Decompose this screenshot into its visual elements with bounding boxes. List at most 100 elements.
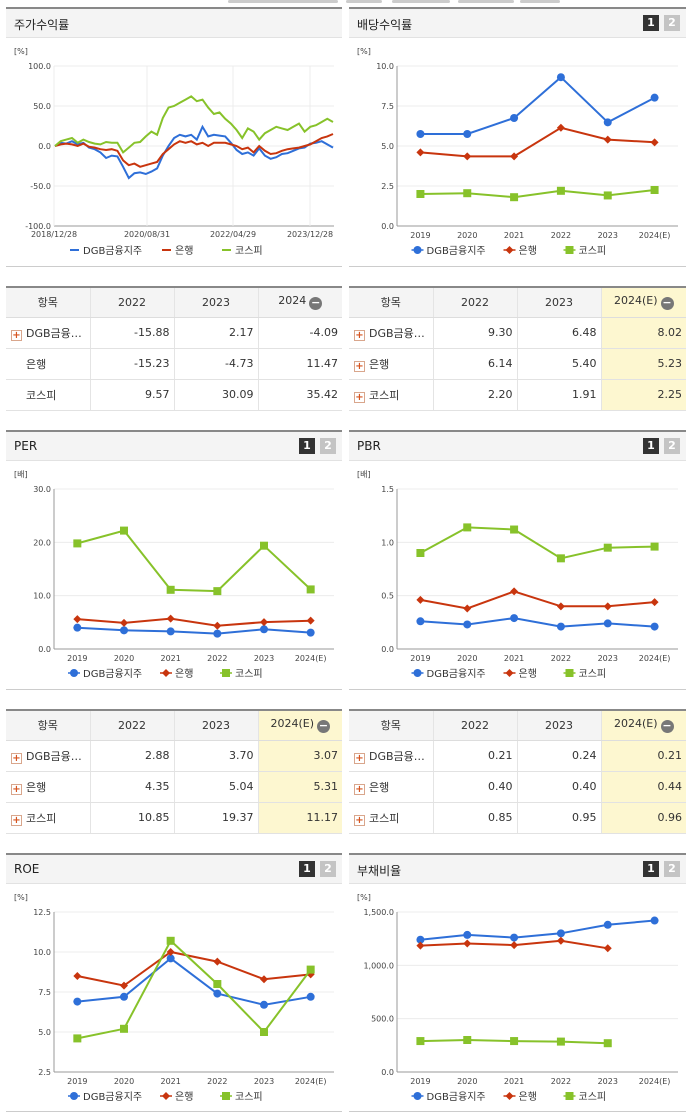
header-cell: 2024(E) − <box>257 710 342 741</box>
data-point-kospi <box>260 1028 268 1036</box>
data-point-dgb <box>556 73 565 82</box>
dividend-yield-table: 항목 2022 2023 2024(E) − + DGB금융… 9.30 6.48 8.02 + 은행… <box>349 286 686 411</box>
collapse-icon[interactable]: − <box>317 719 331 734</box>
tab-1[interactable]: 1 <box>299 861 315 877</box>
y-tick-label: 12.5 <box>33 908 51 917</box>
table-row: + 코스피 0.85 0.95 0.96 <box>349 802 686 834</box>
legend-label-bank[interactable]: 은행 <box>519 245 537 257</box>
legend-label-dgb[interactable]: DGB금융지주 <box>83 668 142 680</box>
legend-label-kospi[interactable]: 코스피 <box>579 1091 607 1103</box>
legend-swatch-bank <box>162 669 170 677</box>
data-point-kospi <box>213 980 222 988</box>
series-line-kospi <box>420 189 655 199</box>
legend-label-bank[interactable]: 은행 <box>519 1091 537 1103</box>
data-point-kospi <box>556 1037 565 1046</box>
data-point-bank <box>650 598 659 607</box>
tab-2[interactable]: 2 <box>664 861 680 877</box>
legend-label-bank[interactable]: 은행 <box>519 668 537 680</box>
table-row: + 코스피 10.85 19.37 11.17 <box>6 802 342 834</box>
legend-label-bank[interactable]: 은행 <box>175 245 193 257</box>
y-tick-label: 7.5 <box>38 988 51 997</box>
x-tick-label: 2021 <box>504 1077 524 1086</box>
x-tick-label: 2020 <box>457 1077 477 1086</box>
expand-icon[interactable]: + <box>354 360 365 372</box>
tab-1[interactable]: 1 <box>643 861 659 877</box>
series-line-bank <box>420 590 655 610</box>
legend-label-bank[interactable]: 은행 <box>175 1091 193 1103</box>
legend-label-kospi[interactable]: 코스피 <box>579 668 607 680</box>
expand-icon[interactable]: + <box>354 783 365 795</box>
value-cell: -4.73 <box>173 348 258 380</box>
data-point-dgb <box>73 623 82 632</box>
y-tick-label: 2.5 <box>38 1068 51 1077</box>
expand-icon[interactable]: + <box>354 814 365 826</box>
legend-label-dgb[interactable]: DGB금융지주 <box>83 245 142 257</box>
y-tick-label: 0.5 <box>381 592 394 601</box>
data-point-dgb <box>603 118 612 127</box>
value-cell: 5.23 <box>600 348 686 380</box>
tab-2[interactable]: 2 <box>664 15 680 31</box>
value-cell: 0.21 <box>432 740 517 772</box>
data-point-bank <box>556 602 565 611</box>
data-point-dgb <box>510 933 519 942</box>
tab-2[interactable]: 2 <box>320 861 336 877</box>
tab-1[interactable]: 1 <box>643 15 659 31</box>
legend-label-kospi[interactable]: 코스피 <box>235 245 263 257</box>
expand-icon[interactable]: + <box>11 783 22 795</box>
value-cell: 9.30 <box>432 317 517 349</box>
data-point-dgb <box>166 627 175 636</box>
collapse-icon[interactable]: − <box>660 719 674 734</box>
data-point-kospi <box>306 965 315 974</box>
row-name: 은행 <box>369 357 390 371</box>
tab-2[interactable]: 2 <box>320 438 336 454</box>
y-tick-label: 0.0 <box>38 142 51 151</box>
collapse-icon[interactable]: − <box>309 296 323 311</box>
x-tick-label: 2021 <box>160 1077 180 1086</box>
expand-icon[interactable]: + <box>354 391 365 403</box>
legend-label-kospi[interactable]: 코스피 <box>235 668 263 680</box>
legend-label-dgb[interactable]: DGB금융지주 <box>427 668 486 680</box>
series-line-dgb <box>420 617 655 628</box>
tab-1[interactable]: 1 <box>643 438 659 454</box>
table-row: + DGB금융… -15.88 2.17 -4.09 <box>6 317 342 349</box>
header-label: 2022 <box>461 295 489 309</box>
header-label: 2023 <box>202 295 230 309</box>
value-cell: 6.14 <box>432 348 517 380</box>
row-name: 은행 <box>26 780 47 794</box>
panel-tabs: 1 2 <box>299 861 336 877</box>
data-point-bank <box>463 604 472 613</box>
data-point-kospi <box>463 523 472 532</box>
legend-label-bank[interactable]: 은행 <box>175 668 193 680</box>
series-line-kospi <box>77 939 312 1040</box>
value-cell: 30.09 <box>173 379 258 411</box>
row-name-cell: + 코스피 <box>349 802 433 834</box>
y-tick-label: 5.0 <box>381 142 394 151</box>
collapse-icon[interactable]: − <box>660 296 674 311</box>
legend-label-dgb[interactable]: DGB금융지주 <box>427 245 486 257</box>
data-point-dgb <box>260 1000 268 1009</box>
expand-icon[interactable]: + <box>11 329 22 341</box>
value-cell: 0.44 <box>600 771 686 803</box>
legend-label-dgb[interactable]: DGB금융지주 <box>83 1091 142 1103</box>
expand-icon[interactable]: + <box>11 814 22 826</box>
expand-icon[interactable]: + <box>11 752 22 764</box>
data-point-dgb <box>306 992 315 1001</box>
series-line-bank <box>77 950 311 987</box>
legend-label-kospi[interactable]: 코스피 <box>579 245 607 257</box>
tab-1[interactable]: 1 <box>299 438 315 454</box>
row-name-cell: + DGB금융… <box>6 740 90 772</box>
y-tick-label: -100.0 <box>25 222 51 231</box>
expand-icon[interactable]: + <box>354 329 365 341</box>
data-point-kospi <box>416 190 425 198</box>
legend-label-kospi[interactable]: 코스피 <box>235 1091 263 1103</box>
value-cell: 11.17 <box>257 802 342 834</box>
expand-icon[interactable]: + <box>354 752 365 764</box>
y-tick-label: 0.0 <box>381 645 394 654</box>
data-point-bank <box>463 939 472 948</box>
value-cell: 19.37 <box>173 802 258 834</box>
row-name: 코스피 <box>26 388 57 402</box>
y-tick-label: -50.0 <box>30 182 51 191</box>
legend-label-dgb[interactable]: DGB금융지주 <box>427 1091 486 1103</box>
data-point-kospi <box>120 526 128 535</box>
tab-2[interactable]: 2 <box>664 438 680 454</box>
